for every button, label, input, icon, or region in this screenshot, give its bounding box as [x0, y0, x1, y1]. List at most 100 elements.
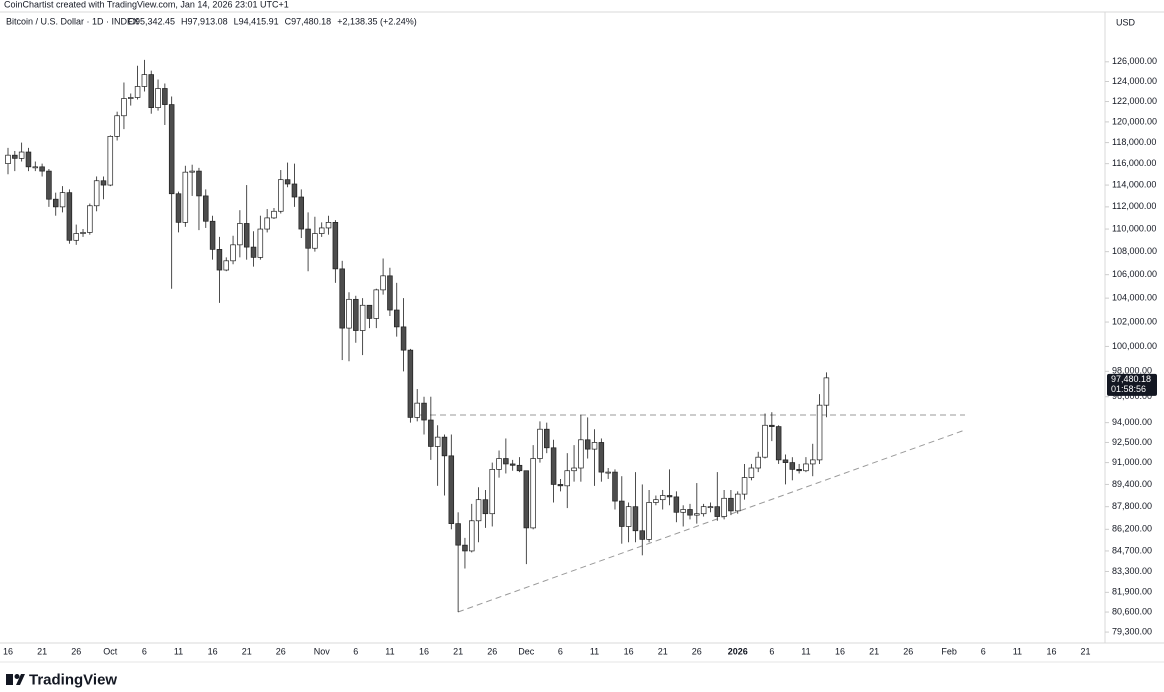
x-tick-label: 21 — [1081, 646, 1091, 656]
candle-body — [755, 456, 761, 469]
candle-body — [284, 179, 291, 185]
y-tick-label: 106,000.00 — [1112, 269, 1157, 279]
candle-body — [66, 192, 73, 241]
candle-body — [414, 402, 420, 418]
candle-body — [271, 210, 277, 219]
x-tick-label: 26 — [71, 646, 81, 656]
candle-body — [168, 104, 175, 195]
last-price-tag — [1107, 373, 1157, 396]
candle-body — [318, 227, 325, 234]
candle-body — [18, 151, 25, 159]
x-tick-label: 6 — [353, 646, 358, 656]
y-tick-label: 81,900.00 — [1112, 587, 1152, 597]
x-tick-label: 26 — [487, 646, 497, 656]
y-tick-label: 79,300.00 — [1112, 626, 1152, 636]
x-tick-label: Nov — [314, 646, 331, 656]
candle-body — [52, 198, 59, 208]
candle-body — [87, 205, 93, 233]
x-tick-label: 26 — [692, 646, 702, 656]
y-tick-label: 114,000.00 — [1112, 179, 1156, 189]
candle-body — [687, 509, 693, 516]
candle-body — [782, 459, 789, 463]
candle-body — [189, 170, 195, 173]
y-tick-label: 89,400.00 — [1112, 479, 1152, 489]
countdown-label: 01:58:56 — [1111, 384, 1146, 394]
y-tick-label: 100,000.00 — [1112, 341, 1157, 351]
candle-body — [230, 244, 236, 262]
candle-body — [700, 506, 707, 515]
y-tick-label: 94,000.00 — [1112, 417, 1152, 427]
candle-body — [121, 98, 127, 117]
candle-body — [264, 217, 270, 230]
x-tick-label: 21 — [37, 646, 47, 656]
candle-body — [243, 223, 250, 248]
y-tick-label: 118,000.00 — [1112, 137, 1156, 147]
candle-body — [421, 402, 427, 421]
y-tick-label: 126,000.00 — [1112, 56, 1157, 66]
candle-body — [707, 506, 714, 509]
candle-body — [503, 458, 509, 465]
credit: CoinChartist created with TradingView.co… — [4, 0, 289, 9]
candle-body — [32, 166, 39, 169]
candle-body — [359, 304, 366, 331]
x-tick-label: Feb — [941, 646, 957, 656]
x-tick-label: 16 — [1046, 646, 1056, 656]
candle-body — [680, 509, 686, 513]
candle-body — [278, 179, 284, 212]
y-tick-label: 104,000.00 — [1112, 293, 1157, 303]
candle-body — [591, 442, 598, 450]
candle-body — [196, 170, 202, 197]
candle-body — [469, 520, 475, 552]
candle-body — [100, 180, 107, 186]
y-tick-label: 83,300.00 — [1112, 566, 1152, 576]
candle-body — [257, 228, 264, 258]
x-tick-label: 21 — [453, 646, 463, 656]
candle-body — [291, 183, 298, 198]
brand-icon-bar — [6, 674, 13, 685]
candle-body — [632, 506, 639, 532]
currency-label: USD — [1116, 17, 1136, 27]
candle-body — [237, 223, 243, 246]
x-tick-label: 6 — [981, 646, 986, 656]
candle-body — [475, 499, 482, 522]
candle-body — [584, 439, 591, 450]
candle-body — [25, 151, 32, 168]
candle-body — [148, 74, 154, 108]
ohlc-value: H97,913.08 — [181, 16, 228, 26]
candle-body — [748, 467, 755, 478]
candle-body — [625, 506, 632, 527]
candle-body — [659, 495, 666, 501]
x-tick-label: 16 — [419, 646, 429, 656]
x-tick-label: 26 — [276, 646, 286, 656]
candle-body — [571, 467, 577, 472]
candle-body — [728, 497, 734, 512]
candle-body — [339, 268, 345, 329]
candle-body — [407, 349, 414, 418]
candle-body — [12, 154, 18, 159]
candle-body — [216, 249, 223, 271]
x-tick-label: Dec — [518, 646, 535, 656]
x-tick-label: 11 — [385, 646, 394, 656]
candle-body — [775, 426, 782, 461]
y-tick-label: 91,000.00 — [1112, 457, 1152, 467]
x-tick-label: 11 — [174, 646, 183, 656]
candle-body — [182, 171, 189, 223]
candle-body — [796, 469, 802, 472]
candle-body — [619, 500, 625, 527]
candle-body — [823, 377, 830, 406]
x-tick-label: 2026 — [728, 646, 748, 656]
candle-body — [448, 455, 455, 524]
x-tick-label: 6 — [558, 646, 563, 656]
candle-body — [250, 246, 257, 258]
candle-body — [434, 436, 441, 447]
y-tick-label: 108,000.00 — [1112, 246, 1157, 256]
candle-body — [509, 463, 516, 466]
candle-body — [298, 196, 305, 230]
candle-body — [741, 477, 748, 495]
last-price-label: 97,480.18 — [1111, 374, 1151, 384]
y-tick-label: 92,500.00 — [1112, 437, 1152, 447]
candle-body — [482, 499, 489, 515]
candle-body — [810, 459, 816, 465]
candle-body — [203, 195, 209, 222]
